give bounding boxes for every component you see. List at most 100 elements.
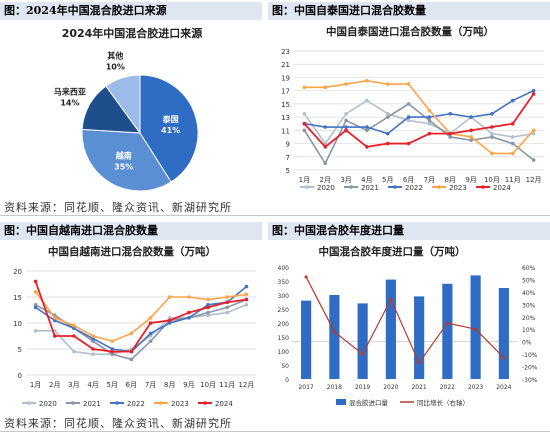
annual-chart-header: 图：中国混合胶年度进口量 <box>268 222 550 240</box>
viet-line-2022 <box>35 285 247 353</box>
viet-point-2023-2 <box>72 323 76 328</box>
annual-xtick-4: 2021 <box>411 384 426 391</box>
viet-point-2023-11 <box>244 292 249 297</box>
thai-ytick-4: 13 <box>281 114 290 122</box>
thai-point-2022-3 <box>365 125 369 129</box>
thai-xtick-6: 7月 <box>424 176 435 184</box>
thai-point-2024-1 <box>323 145 328 149</box>
source-note-bottom: 资料来源：同花顺、隆众资讯、新湖研究所 <box>0 415 550 432</box>
viet-xtick-9: 10月 <box>200 381 216 389</box>
thai-point-2021-10 <box>510 141 515 146</box>
viet-point-2022-1 <box>52 318 57 323</box>
thai-point-2020-5 <box>406 118 411 123</box>
annual-legend-bar: 混合胶进口量 <box>349 398 389 407</box>
viet-legend-dot-2020 <box>27 401 31 405</box>
viet-point-2022-6 <box>148 331 153 336</box>
annual-xtick-1: 2018 <box>327 384 342 391</box>
thai-point-2023-1 <box>323 85 328 90</box>
viet-xtick-2: 3月 <box>68 381 79 389</box>
viet-xtick-5: 6月 <box>126 381 137 389</box>
thai-legend-dot-2021 <box>349 185 353 189</box>
viet-point-2021-3 <box>91 339 95 343</box>
thai-xtick-10: 11月 <box>505 176 521 184</box>
pie-chart-header: 图：2024年中国混合胶进口来源 <box>0 2 262 20</box>
thai-ytick-5: 15 <box>281 101 290 109</box>
thai-point-2022-1 <box>323 125 328 129</box>
annual-ytick-left-6: 300 <box>278 293 290 300</box>
annual-ytick-right-6: 30% <box>522 302 536 309</box>
annual-growth-point-7 <box>502 356 506 360</box>
annual-growth-point-0 <box>304 275 308 279</box>
annual-ytick-left-2: 100 <box>278 349 290 356</box>
viet-point-2022-9 <box>206 303 210 307</box>
annual-growth-point-5 <box>445 321 449 325</box>
viet-point-2024-10 <box>225 300 230 304</box>
thai-point-2021-6 <box>427 118 432 123</box>
annual-ytick-right-3: 0% <box>522 340 532 347</box>
thai-chart-header: 图：中国自泰国进口混合胶数量 <box>268 2 550 20</box>
pie-pct-3: 10% <box>106 63 125 72</box>
annual-bar-2021 <box>414 296 425 379</box>
viet-ytick-4: 20 <box>13 268 22 276</box>
annual-bar-2020 <box>385 279 396 379</box>
viet-import-chart: 中国自越南进口混合胶数量（万吨） 0 5 10 15 20 1月 2月 3月 4月 5月 6月 7月 8月… <box>4 241 260 412</box>
pie-label-3: 其他 <box>107 51 123 61</box>
annual-ytick-left-4: 200 <box>278 321 290 328</box>
thai-point-2024-0 <box>302 121 307 126</box>
viet-line-2020 <box>35 304 247 355</box>
viet-xtick-4: 5月 <box>107 381 118 389</box>
viet-point-2024-6 <box>148 321 153 325</box>
viet-point-2024-4 <box>110 349 115 354</box>
viet-point-2024-0 <box>33 279 38 284</box>
viet-point-2023-3 <box>91 334 95 338</box>
viet-line-2023 <box>34 291 247 343</box>
thai-point-2021-3 <box>365 128 369 133</box>
viet-point-2023-4 <box>110 339 115 343</box>
pie-label-0: 泰国 <box>162 114 179 124</box>
thai-xtick-1: 2月 <box>320 176 331 184</box>
viet-line-2021 <box>35 298 247 361</box>
thai-ytick-0: 5 <box>286 167 290 175</box>
viet-ytick-1: 5 <box>18 346 22 354</box>
viet-legend-2024: 2024 <box>215 400 233 408</box>
viet-title: 中国自越南进口混合胶数量（万吨） <box>48 245 216 258</box>
viet-legend-2021: 2021 <box>83 400 101 408</box>
viet-xtick-1: 2月 <box>49 381 60 389</box>
pie-label-1: 越南 <box>115 150 132 160</box>
annual-ytick-right-4: 10% <box>522 327 536 334</box>
thai-ytick-2: 9 <box>286 141 290 149</box>
annual-import-chart: 中国混合胶年度进口量（万吨） 0 50 100 150 200 250 300 350 400 -3… <box>272 241 548 412</box>
viet-point-2020-9 <box>206 313 210 317</box>
thai-point-2021-4 <box>385 115 390 119</box>
thai-legend-2023: 2023 <box>449 184 467 192</box>
thai-point-2022-4 <box>385 131 390 136</box>
thai-point-2021-1 <box>323 161 328 166</box>
viet-xtick-7: 8月 <box>164 381 175 389</box>
viet-ytick-0: 0 <box>18 372 22 380</box>
annual-growth-line <box>305 276 505 365</box>
viet-point-2024-5 <box>129 349 134 354</box>
viet-legend-dot-2024 <box>203 401 207 405</box>
thai-point-2024-9 <box>490 125 494 129</box>
annual-bar-2017 <box>301 300 312 379</box>
thai-legend-dot-2022 <box>393 185 397 189</box>
viet-xtick-11: 12月 <box>238 381 254 389</box>
thai-point-2022-5 <box>406 115 411 119</box>
thai-legend-2021: 2021 <box>361 184 379 192</box>
thai-point-2024-6 <box>427 131 432 136</box>
thai-point-2022-2 <box>344 125 348 129</box>
viet-point-2021-4 <box>110 352 115 356</box>
thai-point-2020-9 <box>490 131 494 136</box>
viet-point-2021-5 <box>129 357 134 362</box>
annual-xtick-0: 2017 <box>298 384 313 391</box>
thai-legend-dot-2020 <box>305 185 309 189</box>
thai-legend-2022: 2022 <box>405 184 423 192</box>
viet-point-2020-0 <box>33 329 38 333</box>
viet-point-2023-1 <box>52 316 57 320</box>
viet-point-2022-7 <box>167 321 172 325</box>
thai-point-2021-7 <box>448 135 453 139</box>
viet-point-2021-9 <box>206 310 210 315</box>
thai-point-2020-10 <box>510 135 515 139</box>
thai-point-2021-0 <box>302 128 307 133</box>
thai-point-2020-2 <box>344 112 348 116</box>
